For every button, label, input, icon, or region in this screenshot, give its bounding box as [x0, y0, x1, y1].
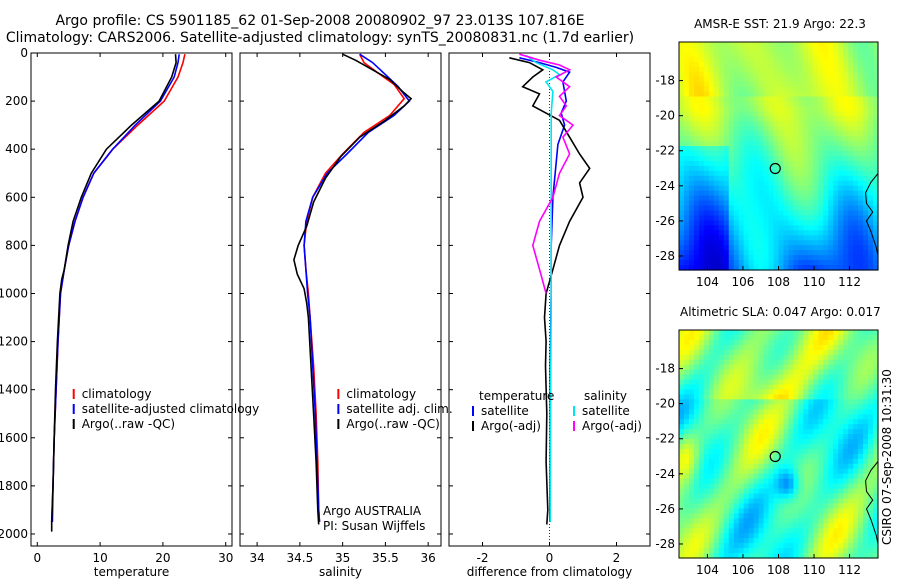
- diff-legend-label: Argo(-adj): [582, 419, 642, 433]
- depth-tick-label: 1200: [0, 335, 28, 349]
- difference-series-3: [519, 53, 575, 294]
- difference-xtick-label: 2: [613, 551, 621, 565]
- temperature-legend-label: Argo(..raw -QC): [82, 417, 175, 431]
- temperature-legend-label: climatology: [82, 387, 152, 401]
- sla-map-title: Altimetric SLA: 0.047 Argo: 0.017: [680, 305, 881, 319]
- coastline: [865, 461, 879, 545]
- diff-legend-title-temp: temperature: [479, 389, 554, 403]
- salinity-series-1: [303, 53, 411, 523]
- temperature-xtick-label: 30: [218, 551, 233, 565]
- temperature-xlabel: temperature: [94, 565, 169, 579]
- map-ytick-label: -20: [655, 397, 675, 411]
- difference-series-2: [525, 54, 561, 523]
- map-ytick-label: -22: [655, 432, 675, 446]
- depth-tick-label: 200: [5, 94, 28, 108]
- diff-legend-label: satellite: [481, 404, 529, 418]
- map-xtick-label: 108: [767, 563, 790, 577]
- salinity-series-2: [293, 53, 413, 525]
- depth-tick-label: 0: [20, 46, 28, 60]
- map-xtick-label: 112: [838, 563, 861, 577]
- temperature-series-2: [50, 54, 177, 532]
- map-xtick-label: 112: [838, 275, 861, 289]
- salinity-series-0: [303, 53, 406, 523]
- map-xtick-label: 104: [696, 563, 719, 577]
- map-ytick-label: -22: [655, 144, 675, 158]
- salinity-legend-label: satellite adj. clim.: [346, 402, 452, 416]
- temperature-series-0: [50, 54, 186, 523]
- figure-title-line1: Argo profile: CS 5901185_62 01-Sep-2008 …: [55, 13, 585, 29]
- map-xtick-label: 106: [732, 275, 755, 289]
- salinity-panel: 34 34.5 35 35.5 36 salinity climatologysatelli…: [239, 52, 453, 579]
- temperature-series-1: [51, 54, 180, 523]
- diff-legend-label: Argo(-adj): [481, 419, 541, 433]
- salinity-xtick-label: 35.5: [372, 551, 399, 565]
- argo-location-marker: [769, 162, 781, 175]
- temperature-frame: [30, 52, 233, 547]
- salinity-xtick-label: 36: [421, 551, 436, 565]
- depth-tick-label: 2000: [0, 527, 28, 541]
- depth-tick-label: 1000: [0, 286, 28, 300]
- map-xtick-label: 108: [767, 275, 790, 289]
- depth-tick-label: 600: [5, 190, 28, 204]
- map-ytick-label: -20: [655, 109, 675, 123]
- map-xtick-label: 110: [803, 563, 826, 577]
- temperature-legend-label: satellite-adjusted climatology: [82, 402, 260, 416]
- difference-xtick-label: -2: [477, 551, 489, 565]
- depth-tick-label: 1600: [0, 431, 28, 445]
- depth-tick-label: 1400: [0, 383, 28, 397]
- difference-series-1: [509, 57, 591, 525]
- amsre-sst-map: 104 106 108 110 112 -18 -20 -22 -24 -26 -28: [655, 41, 879, 289]
- map-xtick-label: 106: [732, 563, 755, 577]
- map-ytick-label: -24: [655, 467, 675, 481]
- map-ytick-label: -28: [655, 537, 675, 551]
- map-ytick-label: -18: [655, 362, 675, 376]
- map-ytick-label: -26: [655, 214, 675, 228]
- salinity-legend-label: Argo(..raw -QC): [346, 417, 439, 431]
- depth-tick-label: 1800: [0, 479, 28, 493]
- difference-xlabel: difference from climatology: [467, 565, 633, 579]
- map-ytick-label: -28: [655, 249, 675, 263]
- salinity-xtick-label: 35: [335, 551, 350, 565]
- depth-tick-label: 800: [5, 238, 28, 252]
- temperature-panel: 0 10 20 30 temperature 0 200 400 600 800 1000 1200 1…: [0, 46, 259, 579]
- salinity-xlabel: salinity: [319, 565, 362, 579]
- sst-map-title: AMSR-E SST: 21.9 Argo: 22.3: [694, 17, 866, 31]
- difference-xtick-label: 0: [546, 551, 554, 565]
- temperature-xtick-label: 20: [155, 551, 170, 565]
- temperature-xtick-label: 0: [33, 551, 41, 565]
- argo-annotation: PI: Susan Wijffels: [323, 519, 425, 533]
- diff-legend-label: satellite: [582, 404, 630, 418]
- salinity-legend-label: climatology: [346, 387, 416, 401]
- map-xtick-label: 110: [803, 275, 826, 289]
- altimetric-sla-map: 104 106 108 110 112 -18 -20 -22 -24 -26 -28: [655, 329, 879, 577]
- temperature-xtick-label: 10: [92, 551, 107, 565]
- salinity-xtick-label: 34: [249, 551, 264, 565]
- depth-tick-label: 400: [5, 142, 28, 156]
- coastline: [865, 173, 879, 257]
- map-ytick-label: -18: [655, 74, 675, 88]
- salinity-frame: [239, 52, 442, 547]
- map-xtick-label: 104: [696, 275, 719, 289]
- map-ytick-label: -26: [655, 502, 675, 516]
- argo-location-marker: [769, 450, 781, 463]
- figure-title-line2: Climatology: CARS2006. Satellite-adjuste…: [5, 30, 635, 46]
- salinity-xtick-label: 34.5: [287, 551, 314, 565]
- map-ytick-label: -24: [655, 179, 675, 193]
- argo-annotation: Argo AUSTRALIA: [323, 504, 422, 518]
- diff-legend-title-sal: salinity: [584, 389, 627, 403]
